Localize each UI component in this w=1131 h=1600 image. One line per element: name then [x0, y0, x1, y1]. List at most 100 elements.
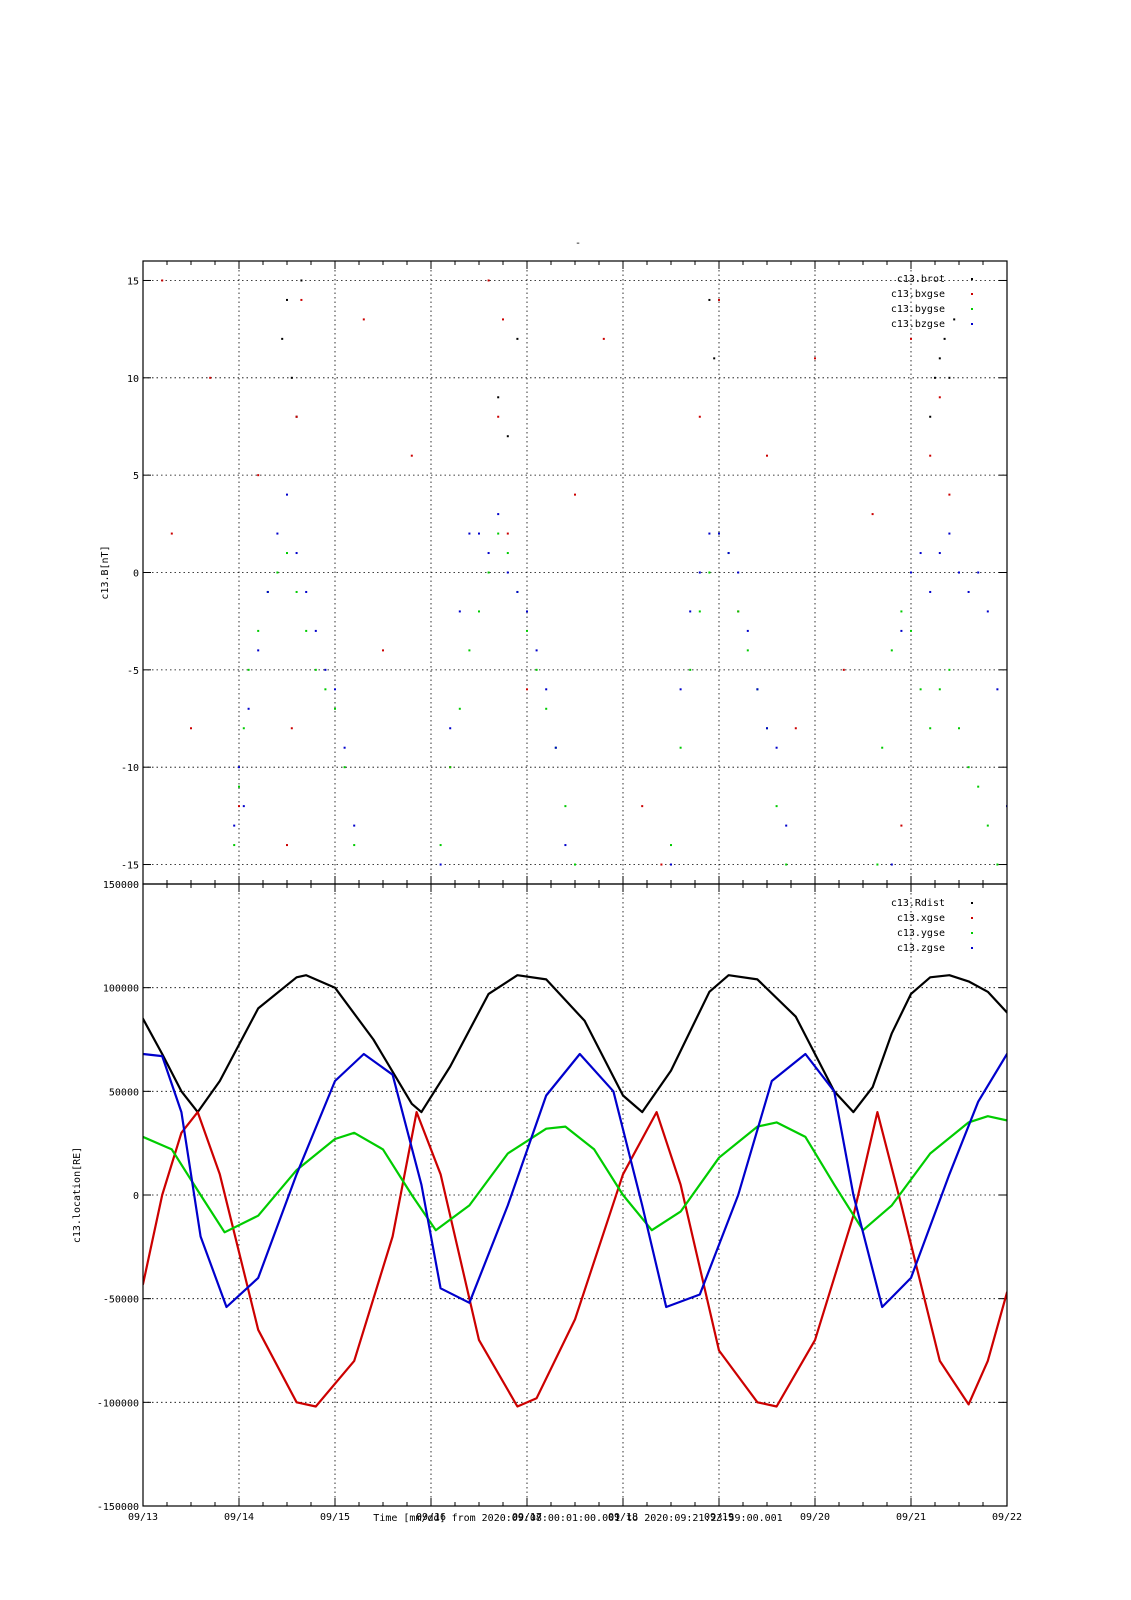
data-point	[900, 610, 903, 613]
data-point	[919, 688, 922, 691]
data-point	[794, 727, 797, 730]
data-point	[708, 298, 711, 301]
data-point	[564, 844, 567, 847]
y-tick-label: 100000	[103, 984, 139, 995]
data-point	[190, 727, 192, 730]
data-point	[718, 532, 720, 535]
data-point	[746, 649, 749, 652]
y-tick-label: 10	[127, 374, 139, 385]
data-point	[266, 590, 269, 593]
legend-marker	[971, 932, 973, 934]
data-point	[943, 337, 946, 340]
data-point	[439, 863, 442, 866]
y-tick-label: 150000	[103, 880, 139, 891]
legend-marker	[971, 917, 973, 919]
data-point	[641, 805, 644, 808]
data-point	[948, 532, 951, 535]
data-point	[814, 357, 816, 360]
legend-entry: c13.xgse	[897, 913, 945, 924]
legend-marker	[971, 902, 973, 904]
series-line-c13-rdist	[143, 974, 1007, 1114]
data-point	[718, 298, 720, 301]
data-point	[353, 824, 356, 827]
data-point	[295, 552, 298, 555]
data-point	[458, 610, 461, 613]
data-point	[746, 629, 749, 632]
data-point	[242, 727, 245, 730]
data-point	[506, 571, 509, 574]
figure-title-mark: -	[575, 238, 581, 249]
data-point	[238, 805, 240, 808]
data-point	[948, 376, 951, 379]
x-axis-caption: Time [mm/dd] from 2020:09:08:00:01:00.00…	[373, 1513, 782, 1524]
data-point	[276, 532, 279, 535]
data-point	[842, 668, 845, 671]
data-point	[257, 649, 260, 652]
data-point	[286, 298, 288, 301]
data-point	[958, 727, 960, 730]
data-point	[737, 610, 740, 613]
data-point	[953, 318, 956, 321]
data-point	[689, 610, 692, 613]
data-point	[910, 337, 912, 340]
data-point	[938, 552, 941, 555]
x-tick-label: 09/20	[800, 1512, 830, 1523]
data-point	[564, 805, 567, 808]
data-point	[247, 707, 250, 710]
y-tick-label: 15	[127, 276, 139, 287]
data-point	[929, 590, 932, 593]
legend-marker	[971, 947, 973, 949]
data-point	[276, 571, 279, 574]
y-tick-label: -150000	[97, 1502, 139, 1513]
data-point	[233, 844, 236, 847]
data-point	[910, 571, 912, 574]
data-point	[286, 493, 288, 496]
data-point	[238, 785, 240, 788]
data-point	[526, 688, 528, 691]
data-point	[881, 746, 884, 749]
data-point	[410, 454, 413, 457]
data-point	[938, 396, 941, 399]
data-point	[574, 493, 576, 496]
series-line-c13-xgse	[143, 1110, 1007, 1408]
data-point	[343, 766, 346, 769]
data-point	[506, 532, 509, 535]
data-point	[890, 863, 893, 866]
data-point	[170, 532, 173, 535]
data-point	[314, 629, 317, 632]
data-point	[257, 474, 260, 477]
data-point	[977, 785, 980, 788]
data-point	[948, 493, 951, 496]
legend-marker	[971, 278, 973, 280]
data-point	[967, 766, 970, 769]
data-point	[516, 337, 519, 340]
data-point	[290, 727, 293, 730]
x-tick-label: 09/16	[416, 1512, 446, 1523]
data-point	[334, 688, 336, 691]
data-point	[766, 454, 768, 457]
data-point	[679, 688, 682, 691]
data-point	[247, 668, 250, 671]
data-point	[343, 746, 346, 749]
y-tick-label: -5	[127, 666, 139, 677]
data-point	[468, 532, 471, 535]
data-point	[919, 552, 922, 555]
location-panel: 09/13 09/14 09/15 09/16 09/17 09/18 09/19 09/20…	[72, 880, 1022, 1523]
data-point	[929, 454, 932, 457]
legend-marker	[971, 293, 973, 295]
data-point	[996, 863, 999, 866]
data-point	[938, 688, 941, 691]
x-tick-label: 09/19	[704, 1512, 734, 1523]
data-point	[506, 552, 509, 555]
data-point	[766, 727, 768, 730]
data-point	[775, 746, 778, 749]
data-point	[890, 649, 893, 652]
data-point	[727, 552, 730, 555]
data-point	[286, 844, 288, 847]
data-point	[286, 552, 288, 555]
data-point	[257, 629, 260, 632]
data-point	[948, 668, 951, 671]
data-point	[353, 844, 356, 847]
data-point	[910, 629, 912, 632]
data-point	[362, 318, 365, 321]
